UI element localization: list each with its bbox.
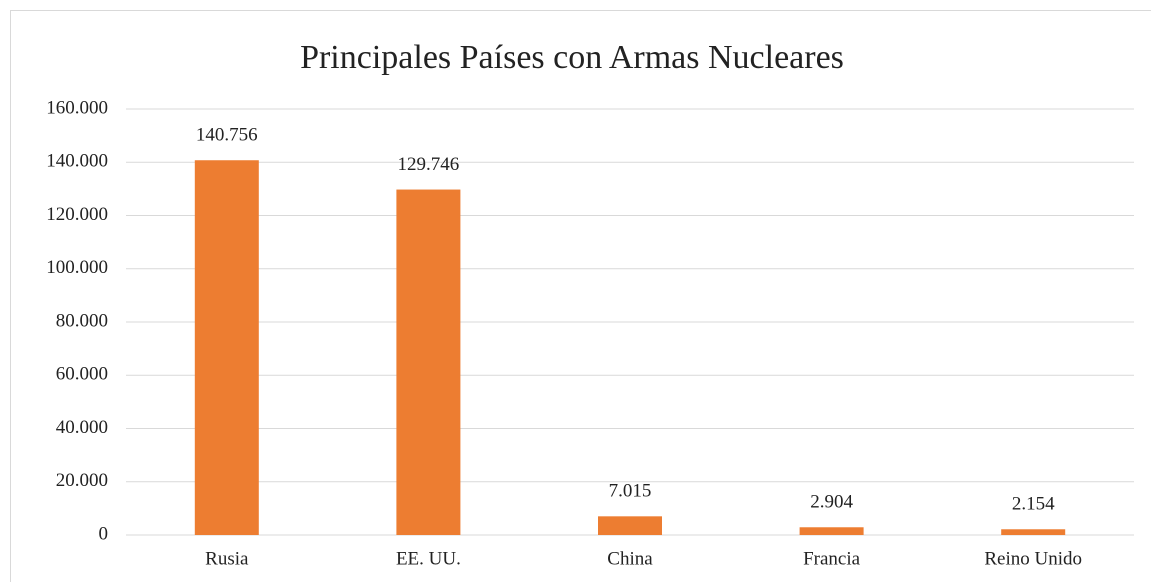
x-tick-label: China bbox=[607, 548, 653, 569]
y-tick-label: 20.000 bbox=[56, 470, 108, 491]
bar bbox=[598, 516, 662, 535]
value-label: 129.746 bbox=[398, 154, 460, 175]
y-tick-label: 0 bbox=[99, 523, 109, 544]
x-tick-label: Rusia bbox=[205, 548, 249, 569]
chart-border bbox=[10, 10, 1151, 582]
y-tick-label: 40.000 bbox=[56, 417, 108, 438]
y-tick-label: 160.000 bbox=[46, 97, 108, 118]
bar bbox=[194, 160, 259, 535]
y-tick-label: 60.000 bbox=[56, 364, 108, 385]
y-tick-label: 100.000 bbox=[46, 257, 108, 278]
bar bbox=[799, 527, 864, 535]
value-label: 2.154 bbox=[1012, 494, 1055, 515]
chart-title: Principales Países con Armas Nucleares bbox=[300, 39, 844, 76]
x-tick-label: Francia bbox=[803, 548, 861, 569]
value-label: 140.756 bbox=[196, 125, 258, 146]
x-tick-label: EE. UU. bbox=[396, 548, 461, 569]
y-tick-label: 80.000 bbox=[56, 310, 108, 331]
y-tick-label: 140.000 bbox=[46, 151, 108, 172]
bar bbox=[1001, 529, 1066, 535]
y-tick-label: 120.000 bbox=[46, 204, 108, 225]
bar bbox=[396, 189, 461, 535]
value-label: 2.904 bbox=[810, 492, 853, 513]
value-label: 7.015 bbox=[609, 481, 652, 502]
x-tick-label: Reino Unido bbox=[984, 548, 1082, 569]
